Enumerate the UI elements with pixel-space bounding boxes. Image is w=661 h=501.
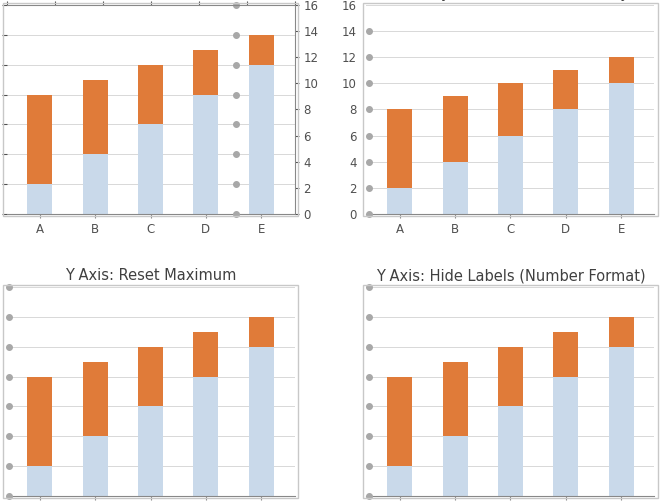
Bar	[553, 377, 578, 496]
Bar	[498, 83, 523, 136]
Bar	[138, 124, 163, 214]
Bar	[83, 436, 108, 496]
Bar	[387, 188, 412, 214]
Bar	[194, 377, 218, 496]
Bar	[553, 70, 578, 110]
Bar	[27, 184, 52, 214]
Bar	[498, 347, 523, 406]
Bar	[249, 65, 274, 214]
Bar	[443, 362, 467, 436]
Title: Y Axis: Hide Labels (Number Format): Y Axis: Hide Labels (Number Format)	[375, 268, 645, 283]
Bar	[83, 154, 108, 214]
Bar	[609, 347, 634, 496]
Bar	[249, 347, 274, 496]
Bar	[138, 406, 163, 496]
Bar	[609, 57, 634, 83]
Bar	[553, 110, 578, 214]
Bar	[498, 136, 523, 214]
Bar	[138, 347, 163, 406]
Bar	[27, 95, 52, 184]
Bar	[387, 110, 412, 188]
Bar	[83, 80, 108, 154]
Bar	[609, 317, 634, 347]
Bar	[443, 162, 467, 214]
Bar	[83, 362, 108, 436]
Title: Dummy Series: Move to Primary: Dummy Series: Move to Primary	[392, 0, 629, 1]
Bar	[387, 466, 412, 496]
Bar	[27, 466, 52, 496]
Title: Y Axis: Reset Maximum: Y Axis: Reset Maximum	[65, 268, 236, 283]
Bar	[194, 95, 218, 214]
Bar	[194, 50, 218, 95]
Bar	[27, 377, 52, 466]
Bar	[249, 317, 274, 347]
Bar	[498, 406, 523, 496]
Bar	[138, 65, 163, 124]
Bar	[194, 332, 218, 377]
Bar	[443, 436, 467, 496]
Bar	[387, 377, 412, 466]
Bar	[553, 332, 578, 377]
Bar	[249, 35, 274, 65]
Bar	[443, 96, 467, 162]
Bar	[609, 83, 634, 214]
